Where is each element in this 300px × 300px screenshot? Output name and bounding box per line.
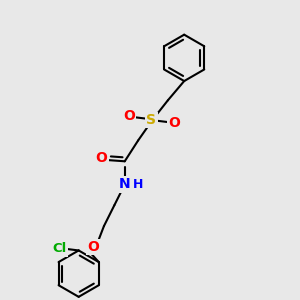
Text: H: H	[133, 178, 143, 191]
Text: O: O	[88, 240, 100, 254]
Text: N: N	[119, 178, 130, 191]
Text: O: O	[123, 109, 135, 123]
Text: Cl: Cl	[52, 242, 67, 256]
Text: S: S	[146, 113, 157, 127]
Text: O: O	[96, 151, 107, 165]
Text: O: O	[168, 116, 180, 130]
